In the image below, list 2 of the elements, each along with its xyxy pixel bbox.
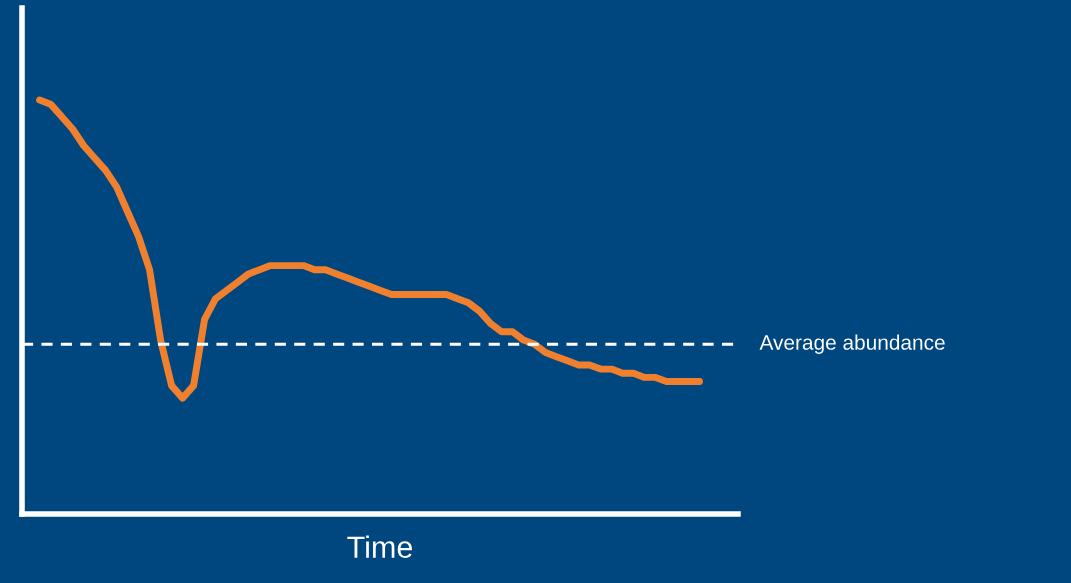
x-axis-title: Time bbox=[347, 535, 413, 558]
ref-line-label: Average abundance bbox=[759, 334, 945, 354]
